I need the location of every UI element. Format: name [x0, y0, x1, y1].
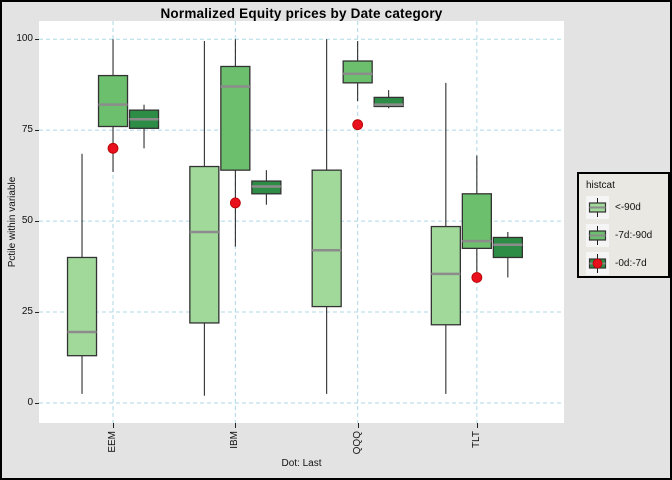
legend-item: <-90d — [586, 196, 668, 219]
y-tick-mark — [35, 312, 39, 314]
legend-label: -7d:-90d — [615, 230, 653, 241]
y-tick-mark — [35, 221, 39, 223]
box--0d:-7d — [492, 236, 524, 259]
y-tick-mark — [35, 130, 39, 132]
chart-title: Normalized Equity prices by Date categor… — [160, 6, 443, 21]
caption: Dot: Last — [281, 458, 322, 469]
legend: histcat <-90d -7d:-90d -0d:-7d — [577, 172, 670, 278]
legend-title: histcat — [586, 180, 615, 191]
last-dot — [471, 272, 483, 283]
box--0d:-7d — [373, 96, 404, 108]
last-dot — [352, 119, 364, 131]
box--7d:-90d — [342, 60, 373, 84]
x-tick-mark — [357, 423, 359, 428]
box-<-90d — [189, 165, 220, 324]
x-tick-mark — [476, 423, 478, 428]
legend-key-boxplot-icon — [586, 252, 609, 275]
y-tick-label: 75 — [21, 124, 33, 136]
legend-key-boxplot-icon — [586, 196, 609, 219]
x-tick-label-qqq: QQQ — [351, 431, 363, 455]
legend-label: <-90d — [615, 202, 641, 213]
y-tick-mark — [35, 39, 39, 41]
y-tick-label: 50 — [21, 215, 33, 227]
box-<-90d — [66, 256, 98, 357]
box-<-90d — [311, 169, 342, 308]
box-<-90d — [430, 225, 462, 326]
legend-item: -0d:-7d — [586, 252, 668, 275]
legend-label: -0d:-7d — [615, 258, 647, 269]
y-tick-label: 25 — [21, 306, 33, 318]
x-tick-mark — [113, 423, 115, 428]
box--7d:-90d — [97, 74, 129, 128]
last-dot — [107, 142, 119, 154]
box--7d:-90d — [220, 65, 251, 171]
boxplot-canvas — [39, 21, 564, 423]
legend-items: <-90d -7d:-90d -0d:-7d — [586, 196, 668, 275]
last-dot — [229, 197, 241, 209]
box--7d:-90d — [461, 193, 493, 250]
x-tick-label-ibm: IBM — [229, 431, 241, 449]
y-tick-label: 0 — [27, 396, 33, 408]
x-tick-label-eem: EEM — [107, 431, 119, 453]
y-tick-label: 100 — [16, 33, 33, 45]
y-tick-mark — [35, 402, 39, 404]
x-tick-mark — [235, 423, 237, 428]
legend-key-boxplot-icon — [586, 224, 609, 247]
x-tick-label-tlt: TLT — [470, 431, 482, 449]
legend-item: -7d:-90d — [586, 224, 668, 247]
plot-panel — [39, 21, 564, 423]
